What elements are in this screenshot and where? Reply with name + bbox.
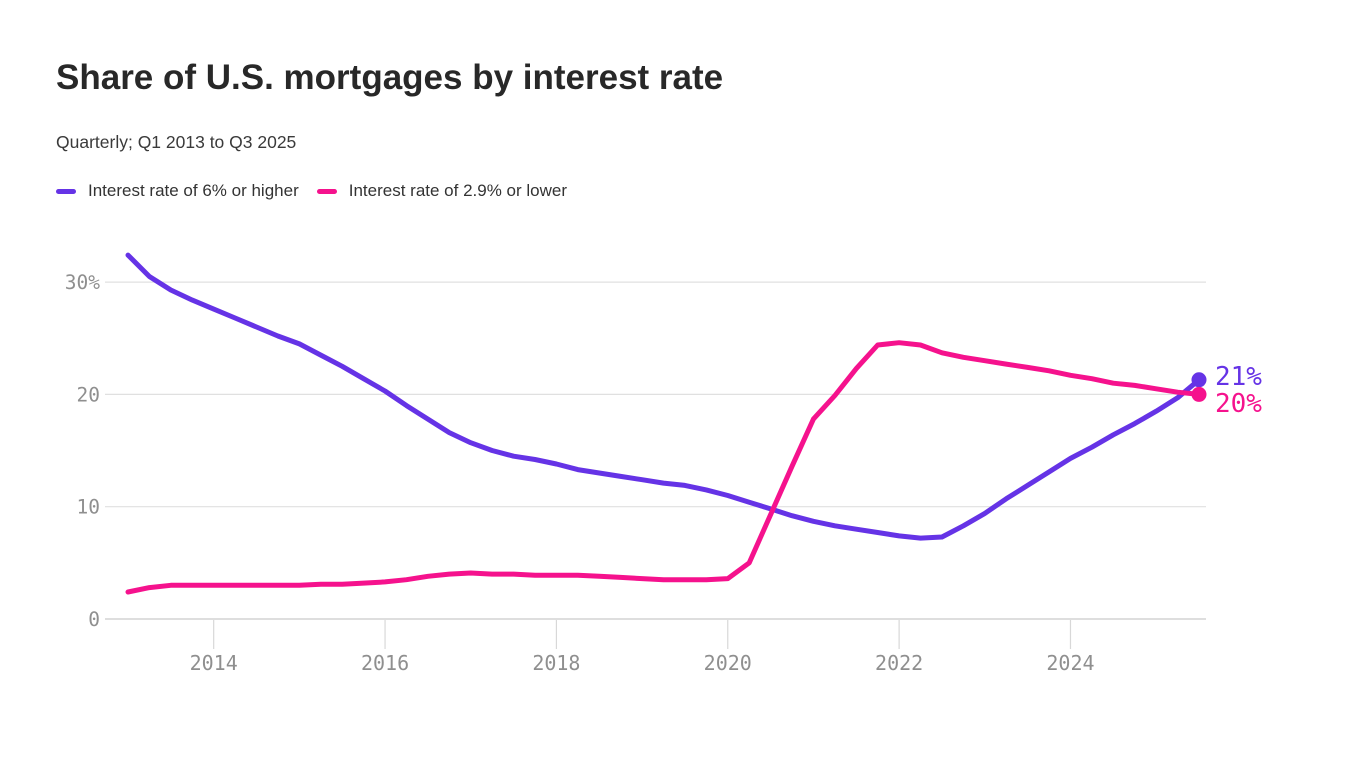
- y-tick-label: 30%: [65, 271, 100, 294]
- series-line: [125, 252, 1202, 541]
- chart-title: Share of U.S. mortgages by interest rate: [56, 58, 724, 97]
- series-end-dot: [1191, 372, 1207, 388]
- legend-item-higher: Interest rate of 6% or higher: [56, 181, 299, 201]
- series-end-label-lower: 20%: [1215, 389, 1262, 419]
- legend-item-lower: Interest rate of 2.9% or lower: [316, 181, 568, 201]
- legend-label-higher: Interest rate of 6% or higher: [88, 181, 299, 200]
- legend: Interest rate of 6% or higher Interest r…: [56, 180, 567, 202]
- chart-subtitle: Quarterly; Q1 2013 to Q3 2025: [56, 132, 297, 152]
- legend-swatch-lower-icon: [316, 188, 337, 194]
- x-tick-label: 2014: [190, 651, 238, 675]
- x-tick-label: 2024: [1046, 651, 1094, 675]
- y-tick-label: 10: [77, 496, 100, 519]
- legend-label-lower: Interest rate of 2.9% or lower: [348, 181, 568, 200]
- series-end-dot: [1191, 386, 1207, 402]
- series-end-label-higher: 21%: [1215, 362, 1262, 392]
- x-tick-label: 2022: [875, 651, 923, 675]
- y-tick-label: 20: [77, 383, 100, 406]
- x-tick-label: 2020: [704, 651, 752, 675]
- x-tick-label: 2018: [532, 651, 580, 675]
- x-tick-label: 2016: [361, 651, 409, 675]
- y-tick-label: 0: [88, 608, 100, 631]
- legend-swatch-higher-icon: [56, 188, 76, 194]
- series-line: [125, 340, 1202, 595]
